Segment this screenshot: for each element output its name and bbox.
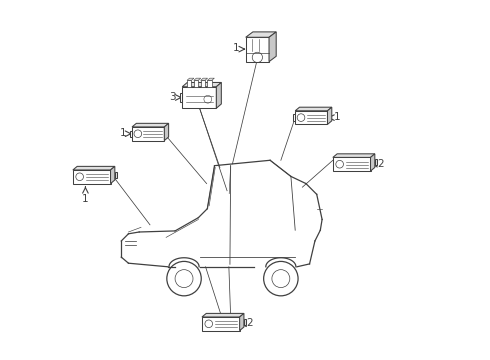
- Text: 1: 1: [82, 194, 89, 204]
- Polygon shape: [207, 78, 215, 80]
- Text: 1: 1: [233, 44, 239, 53]
- Polygon shape: [207, 80, 212, 87]
- Polygon shape: [130, 131, 132, 137]
- Polygon shape: [245, 32, 276, 37]
- Polygon shape: [269, 32, 276, 62]
- Text: 1: 1: [120, 128, 126, 138]
- Polygon shape: [375, 159, 377, 166]
- Text: 2: 2: [377, 158, 384, 168]
- Polygon shape: [182, 82, 221, 87]
- Polygon shape: [187, 80, 192, 87]
- Polygon shape: [164, 123, 169, 140]
- Text: 2: 2: [246, 318, 253, 328]
- Polygon shape: [333, 157, 370, 171]
- Polygon shape: [295, 107, 332, 111]
- Polygon shape: [327, 107, 332, 125]
- Polygon shape: [202, 317, 240, 330]
- Polygon shape: [73, 170, 111, 184]
- Polygon shape: [245, 37, 269, 62]
- Text: 3: 3: [170, 92, 176, 102]
- Polygon shape: [132, 123, 169, 127]
- Polygon shape: [115, 172, 117, 178]
- Polygon shape: [240, 314, 244, 330]
- Polygon shape: [244, 319, 246, 325]
- Polygon shape: [182, 87, 216, 108]
- Polygon shape: [180, 93, 182, 102]
- Polygon shape: [187, 78, 194, 80]
- Polygon shape: [200, 78, 208, 80]
- Polygon shape: [73, 166, 115, 170]
- Polygon shape: [194, 80, 198, 87]
- Polygon shape: [200, 80, 205, 87]
- Polygon shape: [202, 314, 244, 317]
- Polygon shape: [370, 154, 375, 171]
- Polygon shape: [194, 78, 201, 80]
- Polygon shape: [295, 111, 327, 125]
- Polygon shape: [333, 154, 375, 157]
- Polygon shape: [111, 166, 115, 184]
- Polygon shape: [132, 127, 164, 140]
- Polygon shape: [294, 114, 295, 121]
- Polygon shape: [216, 82, 221, 108]
- Text: 1: 1: [334, 112, 341, 122]
